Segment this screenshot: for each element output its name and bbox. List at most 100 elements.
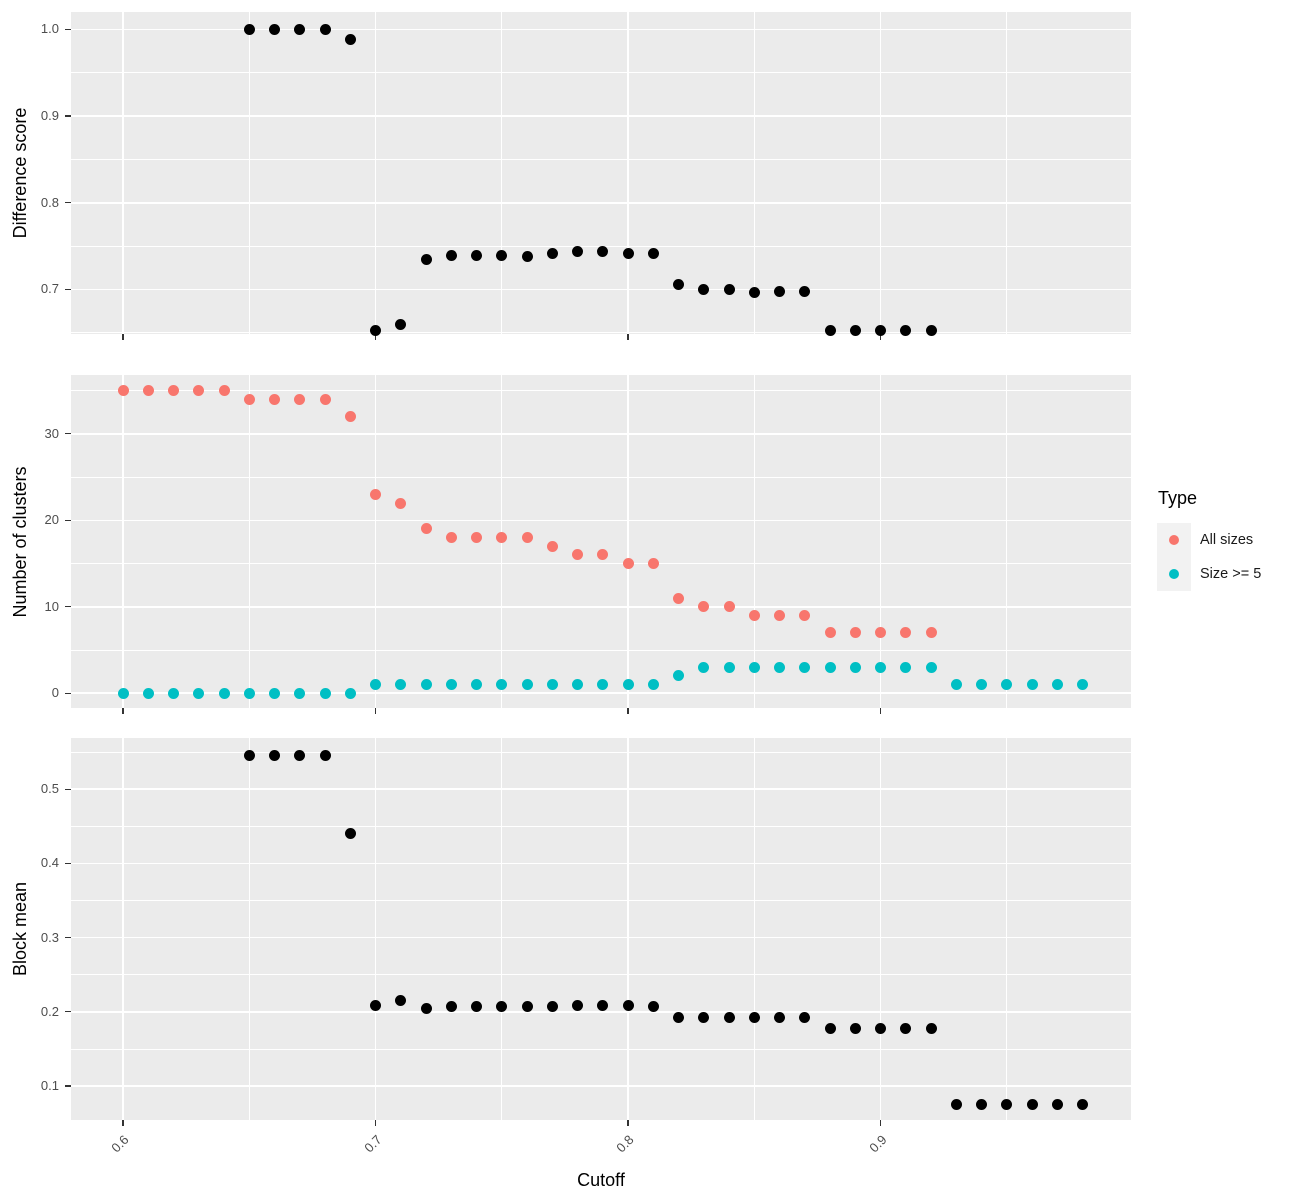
data-point: [673, 1011, 685, 1023]
x-gridline-major: [627, 738, 629, 1120]
data-point: [243, 393, 255, 405]
y-gridline-major: [71, 433, 1131, 435]
y-tick-label: 0: [51, 685, 59, 701]
x-gridline-minor: [501, 12, 503, 334]
legend-label: Size >= 5: [1200, 566, 1262, 582]
data-point: [597, 1000, 609, 1012]
data-point: [471, 679, 483, 691]
legend: Type All sizes Size >= 5: [1157, 488, 1261, 591]
data-point: [925, 627, 937, 639]
y-gridline-major: [71, 1085, 1131, 1087]
data-point: [597, 679, 609, 691]
plot-panel: [71, 12, 1131, 334]
data-point: [546, 540, 558, 552]
data-point: [243, 750, 255, 762]
x-tick-mark: [122, 708, 124, 714]
data-point: [774, 1011, 786, 1023]
data-point: [269, 687, 281, 699]
data-point: [370, 679, 382, 691]
x-tick-mark: [374, 1120, 377, 1126]
data-point: [723, 661, 735, 673]
data-point: [117, 687, 129, 699]
data-point: [521, 532, 533, 544]
data-point: [496, 679, 508, 691]
y-tick-mark: [65, 202, 71, 204]
y-tick-label: 0.1: [40, 1078, 59, 1093]
y-tick-mark: [65, 862, 71, 864]
data-point: [849, 627, 861, 639]
data-point: [900, 324, 912, 336]
data-point: [117, 385, 129, 397]
legend-label: All sizes: [1200, 532, 1254, 548]
data-point: [875, 324, 887, 336]
data-point: [875, 1022, 887, 1034]
data-point: [622, 1000, 634, 1012]
data-point: [496, 250, 508, 262]
y-gridline-minor: [71, 390, 1131, 392]
x-tick-mark: [122, 334, 124, 340]
x-gridline-minor: [753, 738, 755, 1120]
data-point: [193, 687, 205, 699]
data-point: [824, 627, 836, 639]
data-point: [673, 278, 685, 290]
data-point: [1001, 1099, 1013, 1111]
data-point: [142, 385, 154, 397]
legend-item-all-sizes: All sizes: [1157, 523, 1261, 557]
data-point: [319, 393, 331, 405]
y-tick-mark: [65, 28, 71, 30]
data-point: [420, 253, 432, 265]
y-gridline-major: [71, 288, 1131, 291]
y-tick-label: 0.3: [40, 929, 59, 945]
data-point: [950, 1099, 962, 1111]
data-point: [243, 687, 255, 699]
data-point: [647, 247, 659, 259]
data-point: [445, 250, 457, 262]
size-ge-5-dot-icon: [1169, 569, 1179, 579]
data-point: [395, 319, 407, 331]
data-point: [572, 549, 584, 561]
data-point: [193, 385, 205, 397]
y-gridline-major: [71, 788, 1131, 790]
data-point: [420, 523, 432, 535]
y-gridline-major: [71, 936, 1131, 939]
y-gridline-minor: [71, 563, 1131, 565]
data-point: [546, 679, 558, 691]
y-tick-label: 1.0: [40, 21, 59, 37]
data-point: [799, 609, 811, 621]
data-point: [900, 661, 912, 673]
y-gridline-minor: [71, 476, 1131, 478]
y-gridline-major: [71, 1011, 1131, 1013]
data-point: [395, 679, 407, 691]
data-point: [925, 1022, 937, 1034]
data-point: [218, 687, 230, 699]
data-point: [546, 248, 558, 260]
y-gridline-major: [71, 28, 1131, 31]
data-point: [1051, 1099, 1063, 1111]
x-gridline-minor: [1006, 738, 1008, 1120]
data-point: [799, 1011, 811, 1023]
legend-key: [1157, 557, 1191, 591]
y-axis-title-block-mean: Block mean: [10, 881, 30, 977]
data-point: [420, 1002, 432, 1014]
legend-title: Type: [1158, 488, 1198, 508]
y-gridline-minor: [71, 158, 1131, 160]
data-point: [748, 1011, 760, 1023]
data-point: [647, 558, 659, 570]
data-point: [925, 324, 937, 336]
data-point: [370, 324, 382, 336]
data-point: [370, 999, 382, 1011]
data-point: [774, 609, 786, 621]
y-gridline-major: [71, 201, 1131, 204]
y-gridline-major: [71, 115, 1131, 117]
data-point: [723, 1011, 735, 1023]
data-point: [748, 609, 760, 621]
data-point: [1026, 679, 1038, 691]
y-gridline-minor: [71, 974, 1131, 976]
data-point: [319, 687, 331, 699]
y-gridline-minor: [71, 649, 1131, 651]
y-tick-mark: [65, 692, 71, 694]
data-point: [875, 661, 887, 673]
data-point: [622, 558, 634, 570]
data-point: [445, 679, 457, 691]
